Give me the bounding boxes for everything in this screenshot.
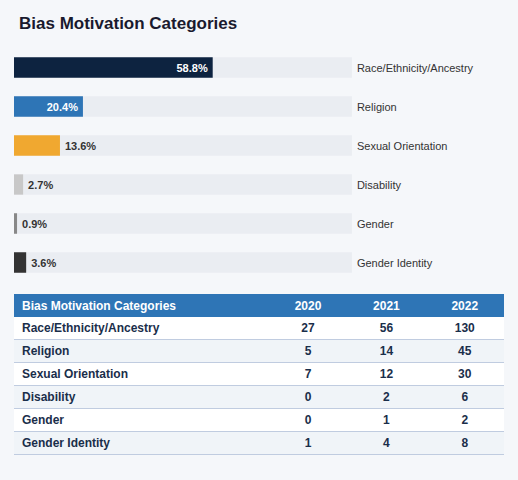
svg-text:Sexual Orientation: Sexual Orientation [357,140,448,152]
html-text:2: 2 [383,390,390,404]
html-text:5: 5 [304,344,312,358]
html-text:2: 2 [461,413,469,427]
html-text:27: 27 [301,321,315,335]
svg-text:Bias Motivation Categories: Bias Motivation Categories [19,14,237,33]
html-text:Gender Identity: Gender Identity [22,436,110,450]
html-text:Sexual Orientation: Sexual Orientation [22,367,128,381]
html-text:0: 0 [304,413,312,427]
html-text:56: 56 [379,321,394,335]
svg-text:Religion: Religion [357,101,397,113]
html-text:2020: 2020 [294,298,322,313]
html-text:7: 7 [304,367,312,381]
svg-text:Gender: Gender [357,218,394,230]
svg-text:Gender Identity: Gender Identity [357,257,433,269]
html-text:1: 1 [383,413,390,427]
html-text:1: 1 [304,436,312,450]
html-text:130: 130 [454,321,475,335]
svg-text:0.9%: 0.9% [22,218,47,230]
svg-text:3.6%: 3.6% [31,257,56,269]
html-text:Religion: Religion [22,344,70,358]
html-text:12: 12 [379,367,394,381]
html-text:30: 30 [458,367,472,381]
html-text:2022: 2022 [451,298,479,313]
svg-text:58.8%: 58.8% [177,62,208,74]
html-text:8: 8 [461,436,469,450]
svg-text:13.6%: 13.6% [65,140,96,152]
html-text:4: 4 [383,436,390,450]
svg-text:20.4%: 20.4% [47,101,78,113]
html-text:Race/Ethnicity/Ancestry: Race/Ethnicity/Ancestry [22,321,160,335]
html-text:14: 14 [379,344,394,358]
html-text:0: 0 [304,390,312,404]
svg-text:Disability: Disability [357,179,402,191]
svg-text:Race/Ethnicity/Ancestry: Race/Ethnicity/Ancestry [357,62,474,74]
html-text:Bias Motivation Categories: Bias Motivation Categories [22,298,176,313]
html-text:Disability: Disability [22,390,76,404]
html-text:2021: 2021 [373,298,400,313]
svg-text:2.7%: 2.7% [28,179,53,191]
html-text:45: 45 [458,344,472,358]
html-text:Gender: Gender [22,413,64,427]
html-text:6: 6 [461,390,469,404]
